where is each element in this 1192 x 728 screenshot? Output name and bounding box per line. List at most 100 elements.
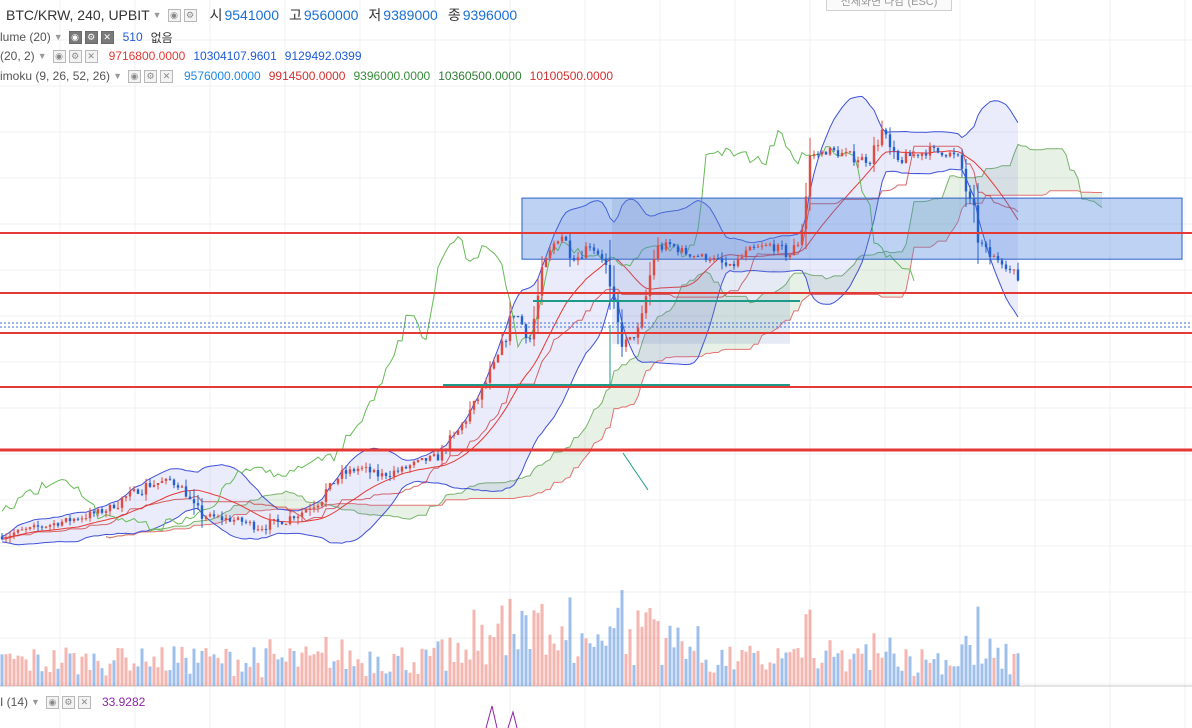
volume-bar xyxy=(248,666,252,686)
volume-bar xyxy=(900,670,904,686)
candle-body xyxy=(920,153,924,156)
eye-icon[interactable]: ◉ xyxy=(45,695,59,709)
volume-bar xyxy=(52,650,56,686)
close-icon[interactable]: ✕ xyxy=(84,49,98,63)
volume-bar xyxy=(936,653,940,686)
volume-bar xyxy=(500,605,504,686)
candle-body xyxy=(988,247,992,258)
volume-bar xyxy=(560,626,564,686)
ohlc-low-label: 저 xyxy=(368,7,382,23)
volume-bar xyxy=(336,660,340,686)
candle-body xyxy=(836,150,840,157)
eye-icon[interactable]: ◉ xyxy=(68,30,82,44)
volume-bar xyxy=(524,615,528,686)
volume-bar xyxy=(88,669,92,686)
volume-bar xyxy=(352,666,356,686)
volume-bar xyxy=(976,606,980,686)
volume-bar xyxy=(340,639,344,686)
ichimoku-span-a-value: 10360500.0000 xyxy=(438,69,522,83)
candle-body xyxy=(520,316,524,325)
candle-body xyxy=(608,264,612,287)
eye-icon[interactable]: ◉ xyxy=(52,49,66,63)
gear-icon[interactable]: ⚙ xyxy=(84,30,98,44)
volume-bar xyxy=(188,673,192,686)
volume-bar xyxy=(104,675,108,686)
candle-body xyxy=(492,362,496,369)
candle-body xyxy=(556,241,560,244)
candle-body xyxy=(652,258,656,276)
close-icon[interactable]: ✕ xyxy=(77,695,91,709)
eye-icon[interactable]: ◉ xyxy=(167,8,181,22)
candle-body xyxy=(280,521,284,525)
fullscreen-exit-hint[interactable]: 전체화면 나감 (ESC) xyxy=(826,0,952,11)
chevron-down-icon[interactable]: ▼ xyxy=(152,10,162,20)
candle-body xyxy=(480,386,484,400)
candle-body xyxy=(28,527,32,529)
eye-icon[interactable]: ◉ xyxy=(127,69,141,83)
gear-icon[interactable]: ⚙ xyxy=(143,69,157,83)
volume-bar xyxy=(904,649,908,686)
candle-body xyxy=(828,147,832,155)
volume-bar xyxy=(696,626,700,686)
ichimoku-legend-name: imoku (9, 26, 52, 26) xyxy=(0,69,111,83)
candle-body xyxy=(692,255,696,257)
candle-body xyxy=(644,296,648,314)
candle-body xyxy=(928,146,932,156)
candle-body xyxy=(800,229,804,245)
volume-bar xyxy=(488,635,492,686)
ohlc-high-value: 9560000 xyxy=(303,7,359,23)
candle-body xyxy=(152,485,156,487)
candle-body xyxy=(584,246,588,259)
ichimoku-cloud xyxy=(105,143,1103,539)
volume-bar xyxy=(988,638,992,686)
candle-body xyxy=(904,152,908,163)
candle-body xyxy=(552,243,556,251)
volume-bar xyxy=(564,640,568,686)
candle-body xyxy=(572,258,576,261)
candle-body xyxy=(700,254,704,257)
volume-bar xyxy=(192,648,196,686)
candle-body xyxy=(844,152,848,154)
candle-body xyxy=(64,518,68,522)
candle-body xyxy=(284,524,288,526)
volume-bar xyxy=(964,635,968,686)
volume-bar xyxy=(916,672,920,686)
candle-body xyxy=(184,486,188,497)
chevron-down-icon[interactable]: ▼ xyxy=(113,71,122,81)
chevron-down-icon[interactable]: ▼ xyxy=(37,51,47,61)
ohlc-open-label: 시 xyxy=(209,7,223,23)
chevron-down-icon[interactable]: ▼ xyxy=(31,697,40,707)
candle-body xyxy=(464,421,468,424)
volume-bar xyxy=(128,670,132,686)
candle-body xyxy=(784,245,788,258)
volume-bar xyxy=(884,651,888,686)
volume-bar xyxy=(664,638,668,686)
volume-bar xyxy=(236,659,240,686)
candle-body xyxy=(824,151,828,155)
candle-body xyxy=(672,244,676,247)
close-icon[interactable]: ✕ xyxy=(100,30,114,44)
volume-bar xyxy=(256,662,260,686)
volume-bar xyxy=(1000,668,1004,686)
volume-bar xyxy=(816,668,820,686)
gear-icon[interactable]: ⚙ xyxy=(183,8,197,22)
close-icon[interactable]: ✕ xyxy=(159,69,173,83)
drawings[interactable] xyxy=(0,232,1192,491)
volume-bar xyxy=(832,656,836,686)
candle-body xyxy=(140,493,144,495)
volume-bar xyxy=(672,647,676,686)
gear-icon[interactable]: ⚙ xyxy=(61,695,75,709)
volume-bar xyxy=(404,670,408,686)
volume-bar xyxy=(556,650,560,686)
volume-bar xyxy=(476,650,480,686)
volume-bar xyxy=(412,662,416,686)
chevron-down-icon[interactable]: ▼ xyxy=(53,32,63,42)
candle-body xyxy=(332,483,336,485)
candle-body xyxy=(320,502,324,506)
volume-bar xyxy=(216,657,220,686)
candle-body xyxy=(268,519,272,530)
gear-icon[interactable]: ⚙ xyxy=(68,49,82,63)
candle-body xyxy=(80,518,84,520)
